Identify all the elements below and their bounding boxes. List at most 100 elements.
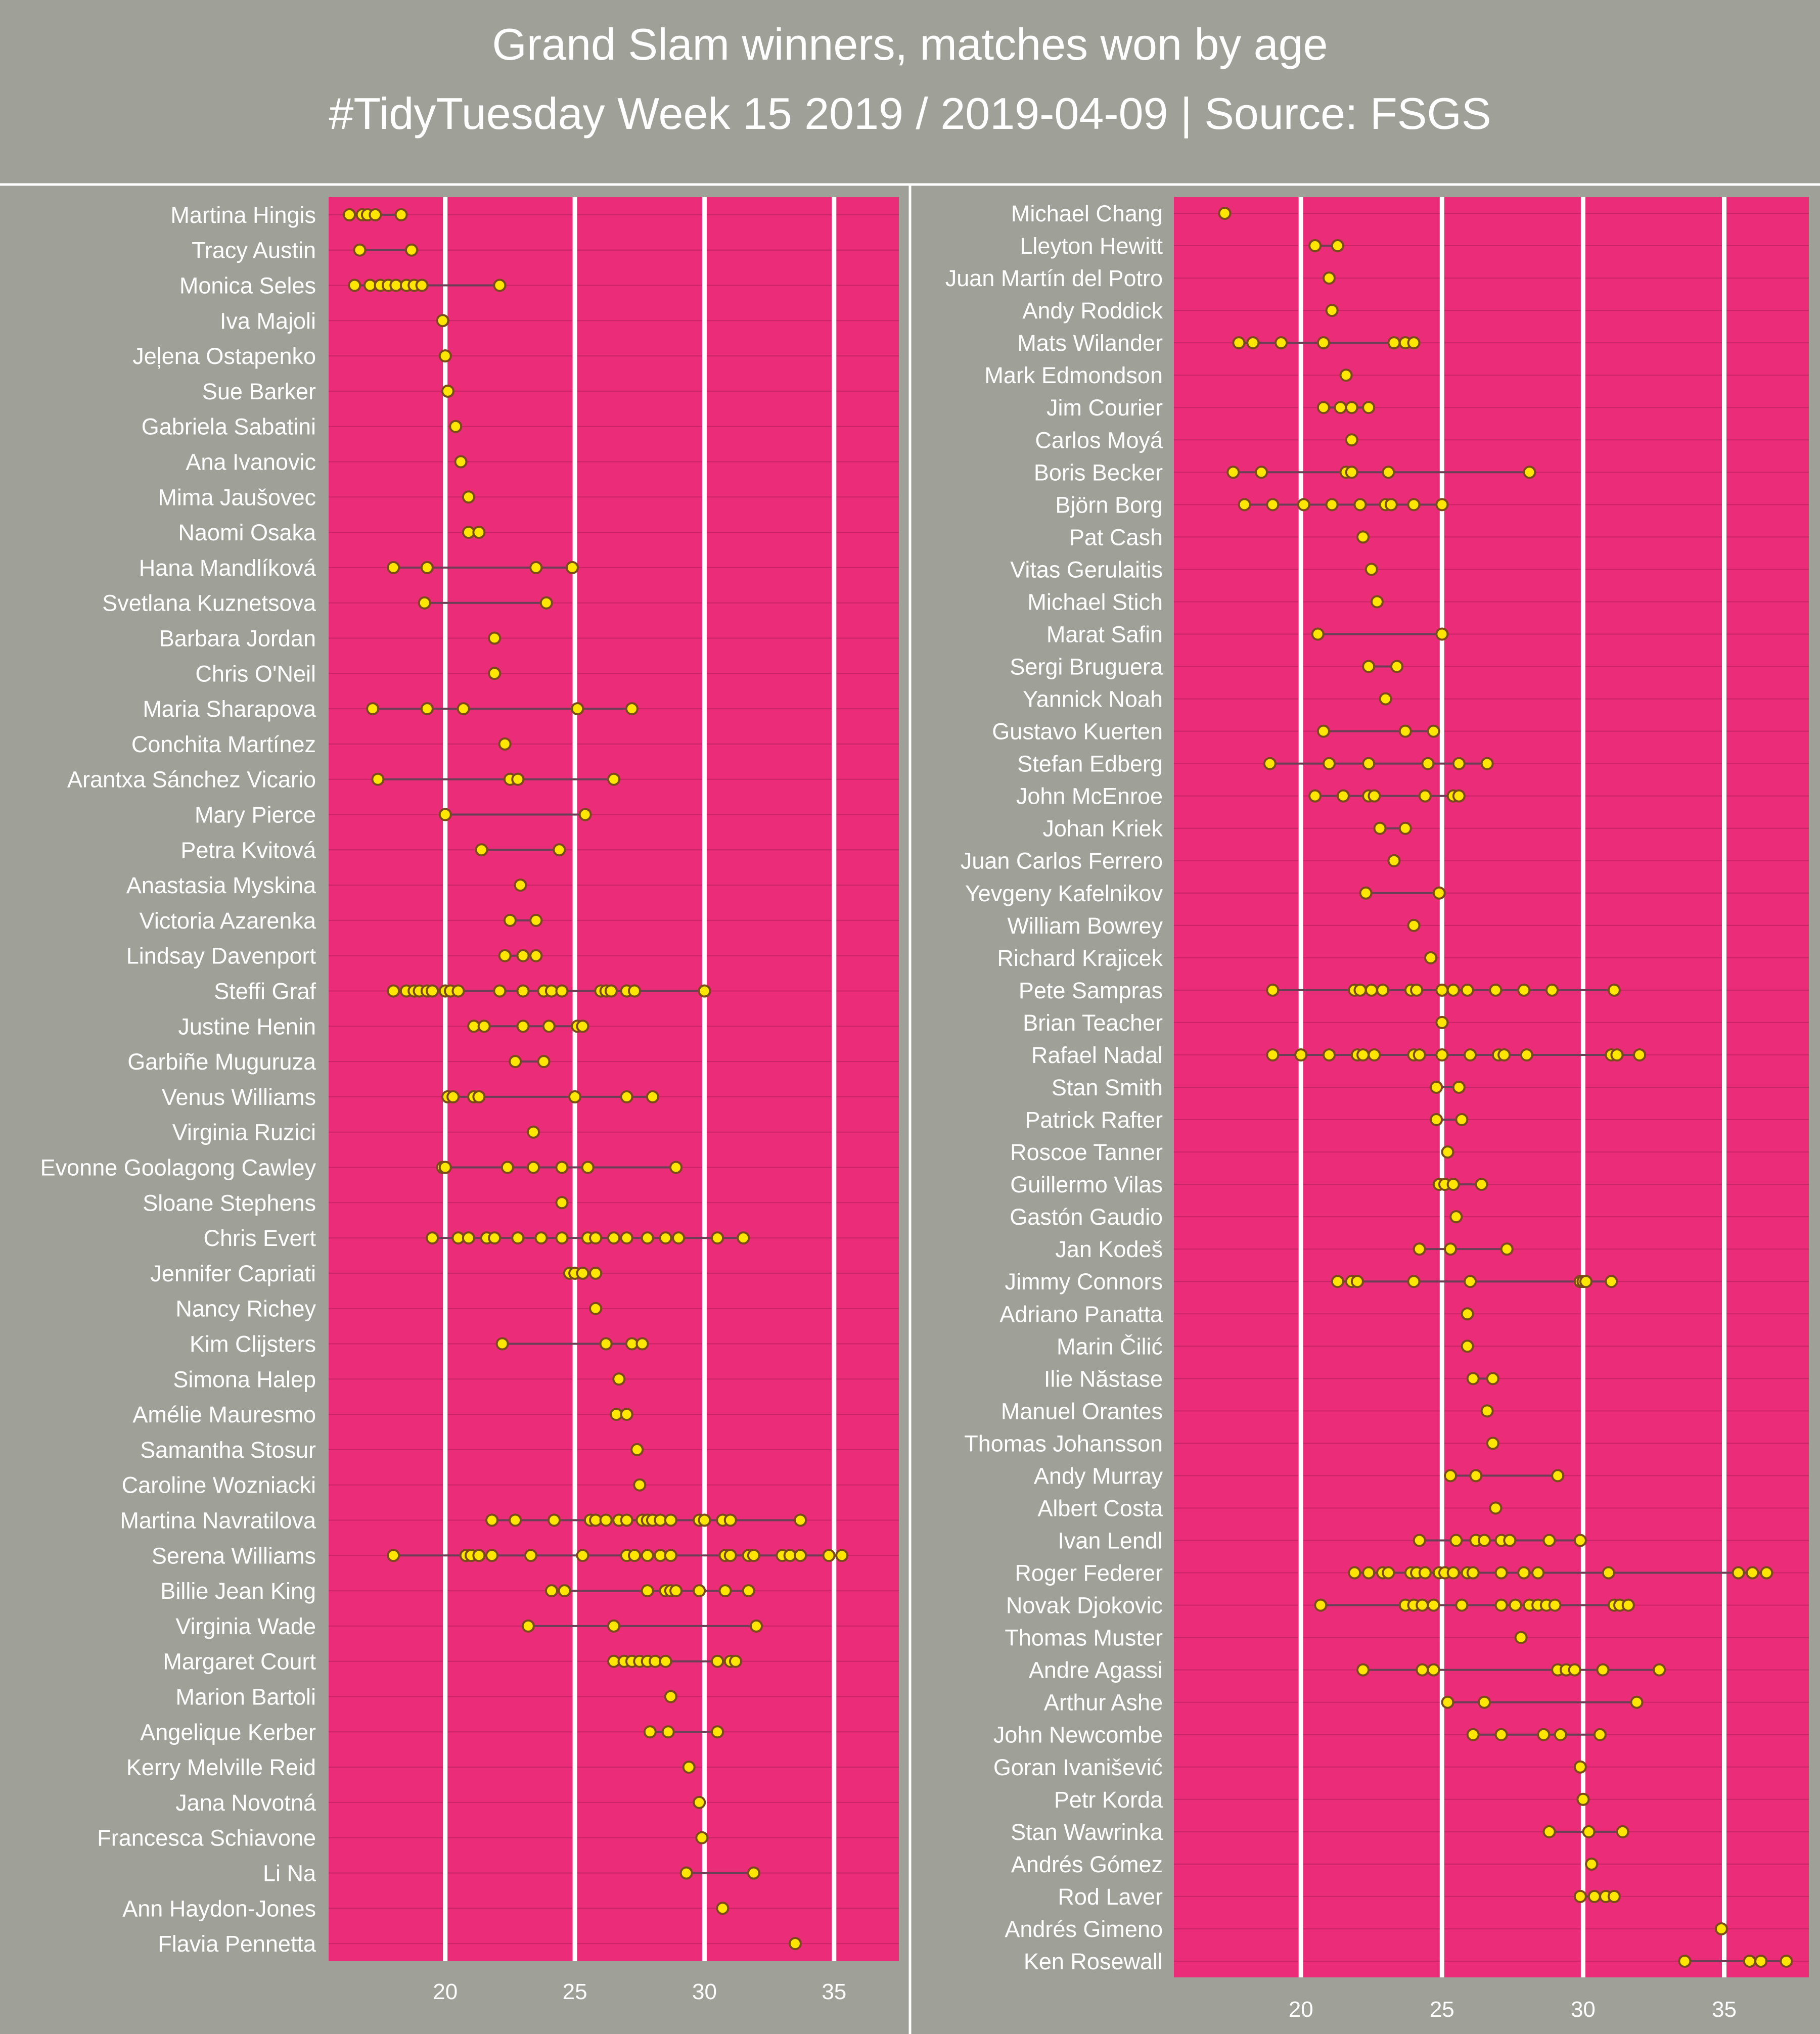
match-win-point	[1435, 1015, 1449, 1029]
player-row: Gastón Gaudio	[1010, 1204, 1463, 1230]
match-win-point	[1331, 239, 1344, 253]
player-label: Gabriela Sabatini	[142, 414, 316, 440]
match-win-point	[1427, 1663, 1440, 1677]
player-row: Manuel Orantes	[1001, 1398, 1494, 1424]
match-win-point	[371, 772, 385, 786]
player-row: Garbiñe Muguruza	[127, 1049, 551, 1075]
player-label: Simona Halep	[173, 1366, 316, 1392]
player-label: Pat Cash	[1069, 524, 1163, 550]
player-label: Chris O'Neil	[195, 661, 316, 686]
match-win-point	[493, 279, 507, 292]
match-win-point	[511, 1231, 525, 1245]
match-win-point	[1218, 207, 1232, 220]
player-label: Björn Borg	[1055, 492, 1163, 518]
match-win-point	[521, 1619, 535, 1633]
match-win-point	[1486, 1437, 1499, 1450]
match-win-point	[1596, 1663, 1610, 1677]
match-win-point	[1435, 627, 1449, 641]
match-win-point	[438, 349, 452, 363]
match-win-point	[641, 1231, 654, 1245]
match-win-point	[436, 314, 449, 328]
match-win-point	[348, 279, 361, 292]
player-row: Ana Ivanovic	[186, 449, 468, 475]
player-row: Nancy Richey	[175, 1296, 603, 1322]
match-win-point	[387, 984, 400, 998]
match-win-point	[747, 1549, 760, 1562]
player-label: Arthur Ashe	[1044, 1690, 1163, 1716]
player-row: Marion Bartoli	[175, 1684, 677, 1710]
match-win-point	[493, 984, 507, 998]
match-win-point	[1494, 1598, 1508, 1612]
match-win-point	[1382, 466, 1395, 479]
match-win-point	[498, 737, 512, 751]
player-label: Flavia Pennetta	[158, 1931, 316, 1957]
player-label: John Newcombe	[993, 1722, 1163, 1748]
player-label: Marat Safin	[1046, 621, 1163, 647]
match-win-point	[1464, 1048, 1477, 1061]
match-win-point	[589, 1302, 603, 1315]
player-label: Naomi Osaka	[178, 520, 316, 545]
match-win-point	[1407, 498, 1421, 512]
player-row: Kim Clijsters	[190, 1331, 649, 1357]
match-win-point	[509, 1055, 522, 1069]
player-row: Adriano Panatta	[999, 1301, 1474, 1327]
player-row: Hana Mandlíková	[139, 555, 579, 581]
match-win-point	[418, 596, 431, 610]
match-win-point	[1455, 1113, 1469, 1127]
match-win-point	[472, 1549, 486, 1562]
match-win-point	[1582, 1825, 1596, 1838]
match-win-point	[495, 1337, 509, 1351]
match-win-point	[1345, 433, 1358, 447]
player-row: Richard Krajicek	[997, 945, 1437, 971]
match-win-point	[454, 455, 468, 469]
match-win-point	[1760, 1566, 1773, 1580]
x-tick-label: 30	[1571, 1997, 1596, 2022]
player-row: Serena Williams	[152, 1543, 849, 1568]
match-win-point	[539, 596, 553, 610]
player-row: Michael Chang	[1011, 201, 1232, 226]
match-win-point	[737, 1231, 750, 1245]
player-label: Mats Wilander	[1017, 330, 1163, 356]
player-label: Garbiñe Muguruza	[127, 1049, 316, 1075]
x-tick-label: 20	[1289, 1997, 1313, 2022]
player-label: Goran Ivanišević	[993, 1754, 1163, 1780]
match-win-point	[516, 1020, 530, 1033]
match-win-point	[1444, 1242, 1458, 1256]
match-win-point	[661, 1725, 675, 1739]
match-win-point	[394, 208, 408, 221]
match-win-point	[1364, 563, 1378, 576]
match-win-point	[1523, 466, 1536, 479]
match-win-point	[1390, 660, 1403, 673]
match-win-point	[604, 984, 618, 998]
player-label: Jana Novotná	[175, 1790, 316, 1816]
match-win-point	[571, 702, 584, 716]
player-label: Thomas Muster	[1005, 1625, 1163, 1651]
match-win-point	[1616, 1825, 1629, 1838]
match-win-point	[1238, 498, 1251, 512]
match-win-point	[529, 949, 543, 962]
match-win-point	[1398, 821, 1412, 835]
match-win-point	[1353, 498, 1367, 512]
player-row: Andrés Gómez	[1011, 1852, 1599, 1877]
player-label: Andre Agassi	[1029, 1657, 1163, 1683]
match-win-point	[1545, 983, 1559, 997]
player-label: Arantxa Sánchez Vicario	[67, 767, 316, 793]
match-win-point	[1554, 1728, 1567, 1741]
match-win-point	[1746, 1566, 1759, 1580]
match-win-point	[589, 1266, 603, 1280]
match-win-point	[1232, 336, 1246, 350]
match-win-point	[1551, 1469, 1565, 1483]
match-win-point	[1294, 1048, 1308, 1061]
player-row: Jan Kodeš	[1055, 1236, 1514, 1262]
player-row: Vitas Gerulaitis	[1010, 557, 1378, 582]
match-win-point	[1435, 1048, 1449, 1061]
player-label: Pete Sampras	[1019, 978, 1163, 1003]
match-win-point	[488, 631, 502, 645]
player-row: Rod Laver	[1058, 1884, 1621, 1910]
match-win-point	[1446, 1178, 1460, 1191]
player-label: Marin Čilić	[1057, 1333, 1163, 1359]
match-win-point	[485, 1513, 499, 1527]
match-win-point	[477, 1020, 491, 1033]
player-label: Andrés Gómez	[1011, 1852, 1163, 1877]
player-row: Michael Stich	[1027, 589, 1384, 615]
